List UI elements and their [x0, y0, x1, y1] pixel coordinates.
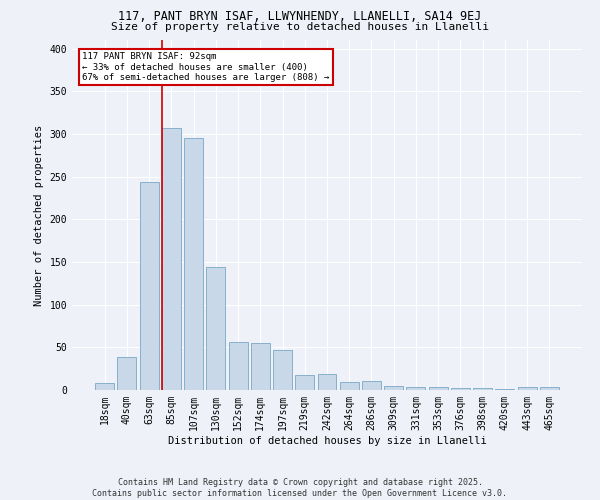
Bar	[95, 383, 114, 390]
Bar	[206, 267, 225, 390]
Bar	[540, 388, 559, 390]
X-axis label: Distribution of detached houses by size in Llanelli: Distribution of detached houses by size …	[167, 436, 487, 446]
Text: 117, PANT BRYN ISAF, LLWYNHENDY, LLANELLI, SA14 9EJ: 117, PANT BRYN ISAF, LLWYNHENDY, LLANELL…	[118, 10, 482, 23]
Text: Contains HM Land Registry data © Crown copyright and database right 2025.
Contai: Contains HM Land Registry data © Crown c…	[92, 478, 508, 498]
Bar	[295, 374, 314, 390]
Bar	[118, 356, 136, 390]
Bar	[518, 388, 536, 390]
Bar	[406, 388, 425, 390]
Bar	[384, 386, 403, 390]
Bar	[162, 128, 181, 390]
Bar	[496, 389, 514, 390]
Bar	[451, 388, 470, 390]
Bar	[340, 382, 359, 390]
Bar	[362, 380, 381, 390]
Text: 117 PANT BRYN ISAF: 92sqm
← 33% of detached houses are smaller (400)
67% of semi: 117 PANT BRYN ISAF: 92sqm ← 33% of detac…	[82, 52, 329, 82]
Y-axis label: Number of detached properties: Number of detached properties	[34, 124, 44, 306]
Bar	[317, 374, 337, 390]
Bar	[251, 343, 270, 390]
Bar	[140, 182, 158, 390]
Bar	[184, 138, 203, 390]
Bar	[429, 386, 448, 390]
Bar	[273, 350, 292, 390]
Bar	[229, 342, 248, 390]
Text: Size of property relative to detached houses in Llanelli: Size of property relative to detached ho…	[111, 22, 489, 32]
Bar	[473, 388, 492, 390]
